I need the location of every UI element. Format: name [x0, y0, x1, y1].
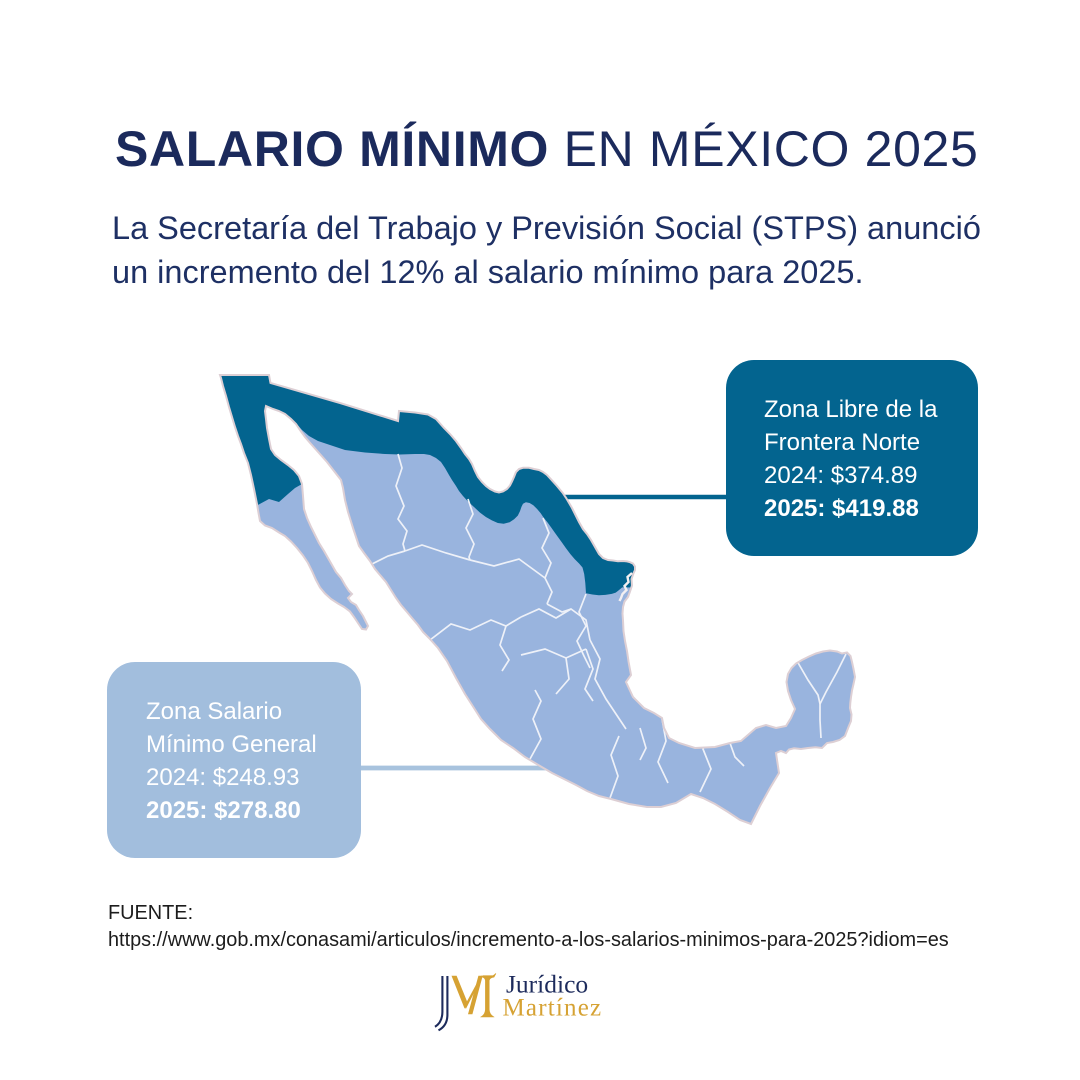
svg-text:Martínez: Martínez — [503, 995, 603, 1022]
svg-text:Jurídico: Jurídico — [506, 970, 588, 999]
